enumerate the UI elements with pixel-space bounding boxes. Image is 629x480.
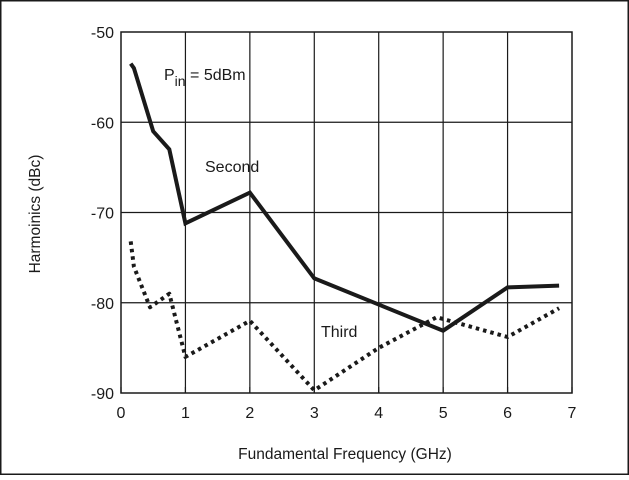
y-axis-label: Harmoinics (dBc)	[27, 155, 44, 274]
y-tick-label: -50	[91, 25, 114, 42]
y-tick-label: -60	[91, 115, 114, 132]
x-tick-label: 6	[503, 405, 512, 422]
x-tick-label: 0	[117, 405, 126, 422]
series-label-second: Second	[205, 159, 259, 176]
series-line-second	[129, 62, 560, 333]
y-tick-label: -80	[91, 296, 114, 313]
y-tick-label: -70	[91, 206, 114, 223]
input-power-annotation: Pin = 5dBm	[164, 67, 246, 89]
annotation-subscript: in	[175, 73, 186, 89]
series-line-third	[128, 241, 561, 393]
y-tick-label: -90	[91, 386, 114, 403]
x-tick-label: 4	[374, 405, 383, 422]
annotation-base: P	[164, 67, 175, 84]
plot-border	[120, 31, 573, 394]
tick-labels: 0 1 2 3 4 5 6 7 -50 -60 -70 -80 -90	[91, 25, 577, 422]
data-series	[128, 62, 561, 393]
x-tick-label: 1	[181, 405, 190, 422]
plot-area	[120, 31, 573, 394]
x-tick-label: 7	[568, 405, 577, 422]
x-axis-label: Fundamental Frequency (GHz)	[238, 446, 452, 463]
x-tick-label: 2	[245, 405, 254, 422]
x-tick-label: 3	[310, 405, 319, 422]
x-tick-label: 5	[439, 405, 448, 422]
annotation-rest: = 5dBm	[186, 67, 246, 84]
series-label-third: Third	[321, 324, 357, 341]
